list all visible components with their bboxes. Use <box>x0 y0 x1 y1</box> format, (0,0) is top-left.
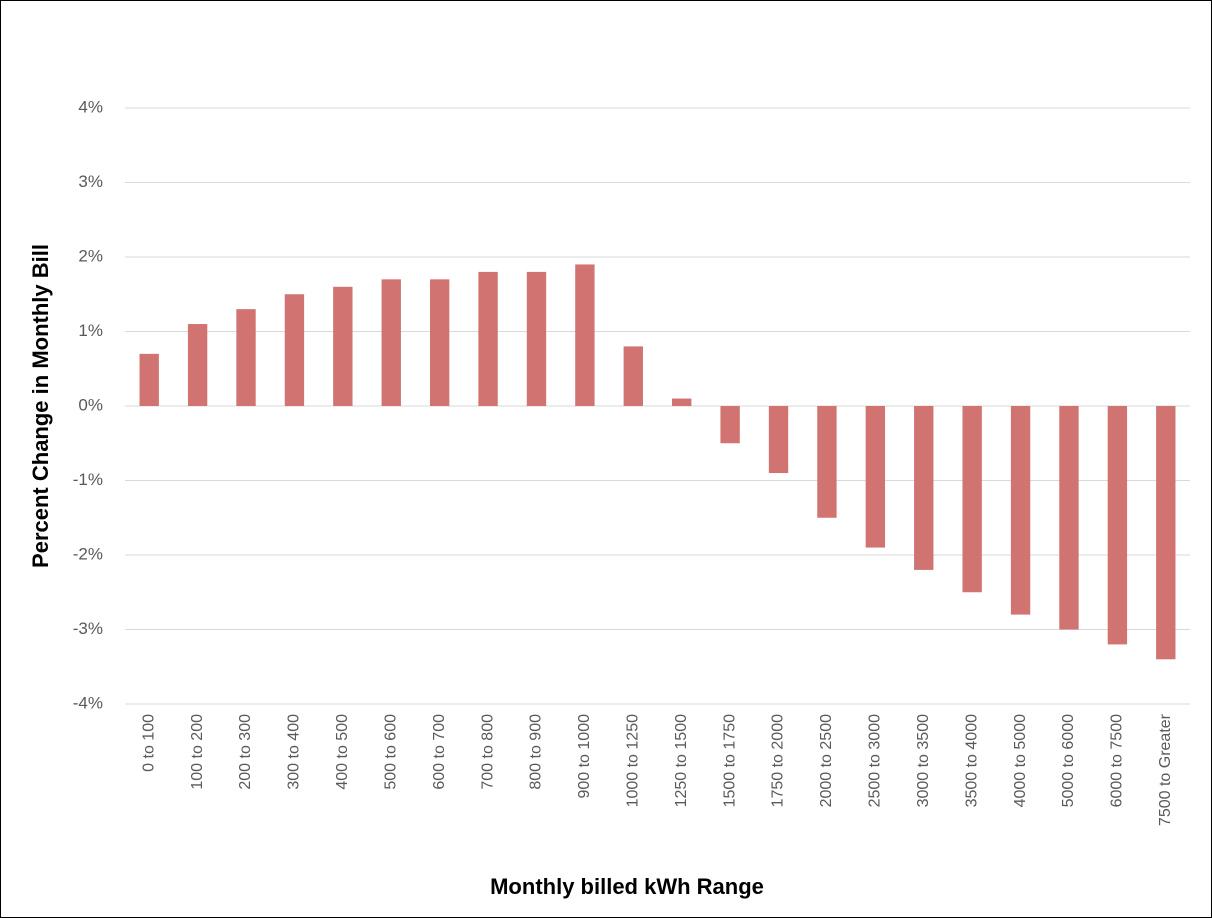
bar <box>236 309 256 406</box>
bar <box>381 279 401 406</box>
x-tick-label: 700 to 800 <box>479 714 496 790</box>
x-tick-label: 4000 to 5000 <box>1012 714 1029 808</box>
x-tick-label: 400 to 500 <box>334 714 351 790</box>
bar <box>817 406 837 518</box>
y-tick-label: -3% <box>73 619 103 638</box>
x-tick-label: 5000 to 6000 <box>1060 714 1077 808</box>
bar <box>1156 406 1176 660</box>
x-tick-label: 500 to 600 <box>382 714 399 790</box>
y-axis-title: Percent Change in Monthly Bill <box>28 244 53 568</box>
bar <box>1010 406 1031 615</box>
x-tick-label: 800 to 900 <box>528 714 545 790</box>
bar <box>333 286 353 406</box>
y-tick-label: 1% <box>78 321 103 340</box>
bar <box>1059 406 1079 630</box>
y-tick-label: 2% <box>78 246 103 265</box>
x-tick-label: 1500 to 1750 <box>721 714 738 808</box>
bar <box>139 353 159 406</box>
bar <box>187 324 208 406</box>
bar <box>768 406 789 474</box>
bar <box>865 406 886 548</box>
x-tick-label: 6000 to 7500 <box>1109 714 1126 808</box>
bar <box>478 271 498 406</box>
x-tick-label: 300 to 400 <box>286 714 303 790</box>
x-tick-label: 2500 to 3000 <box>867 714 884 808</box>
x-tick-label: 1250 to 1500 <box>673 714 690 808</box>
y-tick-label: 3% <box>78 172 103 191</box>
y-tick-label: -4% <box>73 693 103 712</box>
x-axis-title: Monthly billed kWh Range <box>490 874 764 899</box>
bar <box>914 406 934 570</box>
x-tick-label: 7500 to Greater <box>1157 713 1174 826</box>
x-tick-label: 600 to 700 <box>431 714 448 790</box>
x-tick-label: 2000 to 2500 <box>818 714 835 808</box>
bar <box>962 406 982 593</box>
bar <box>429 279 450 406</box>
x-tick-label: 1000 to 1250 <box>625 714 642 808</box>
bar <box>1107 406 1128 645</box>
y-tick-label: 4% <box>78 97 103 116</box>
bar <box>575 264 595 406</box>
x-tick-label: 3500 to 4000 <box>963 714 980 808</box>
bar <box>720 406 740 444</box>
bar <box>526 271 547 406</box>
bar <box>672 398 692 406</box>
bar <box>623 346 643 406</box>
bar <box>284 294 305 406</box>
x-tick-label: 200 to 300 <box>237 714 254 790</box>
x-tick-label: 0 to 100 <box>140 714 157 772</box>
y-tick-label: 0% <box>78 395 103 414</box>
x-tick-label: 1750 to 2000 <box>770 714 787 808</box>
x-tick-label: 100 to 200 <box>189 714 206 790</box>
y-tick-label: -1% <box>73 470 103 489</box>
x-tick-label: 3000 to 3500 <box>915 714 932 808</box>
y-tick-label: -2% <box>73 544 103 563</box>
x-tick-label: 900 to 1000 <box>576 714 593 799</box>
